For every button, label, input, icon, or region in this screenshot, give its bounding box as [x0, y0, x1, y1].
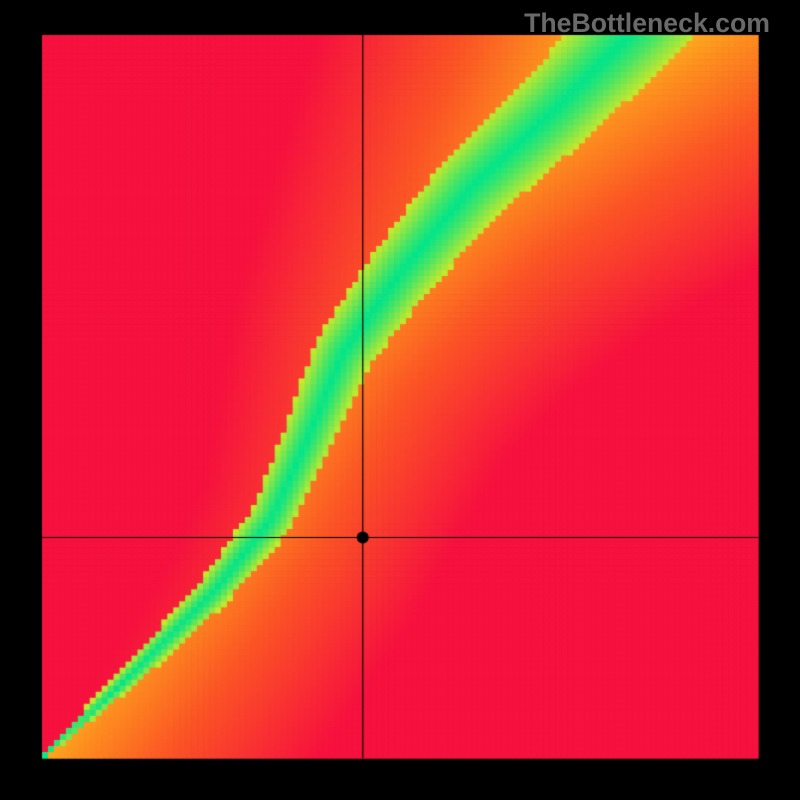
heatmap-canvas — [0, 0, 800, 800]
chart-container: TheBottleneck.com — [0, 0, 800, 800]
watermark-text: TheBottleneck.com — [524, 8, 770, 39]
